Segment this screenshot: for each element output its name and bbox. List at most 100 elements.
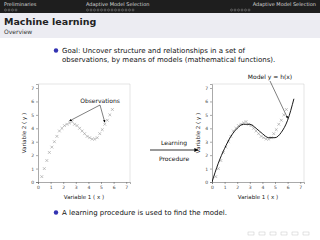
annotation-arrow	[70, 105, 100, 121]
nav-dot	[234, 9, 236, 11]
y-tick-mark	[36, 182, 38, 183]
y-tick-label: 0	[31, 180, 34, 185]
nav-dot	[87, 9, 89, 11]
y-tick-label: 3	[31, 140, 34, 145]
point	[83, 132, 86, 135]
x-tick-label: 0	[37, 185, 40, 190]
y-tick: 5	[205, 113, 212, 118]
y-tick-mark	[210, 142, 212, 143]
point	[265, 138, 268, 141]
nav-icon	[248, 232, 254, 235]
y-tick-mark	[36, 142, 38, 143]
arrow-label: Learning	[161, 139, 187, 147]
y-tick-label: 6	[205, 99, 208, 104]
y-tick-label: 7	[31, 86, 34, 91]
point	[56, 135, 59, 138]
frame	[212, 84, 304, 85]
point	[285, 108, 288, 111]
annotation-arrow	[270, 81, 288, 118]
y-tick-mark	[210, 128, 212, 129]
nav-dot	[238, 9, 240, 11]
nav-dot	[5, 9, 7, 11]
y-axis-line	[36, 85, 39, 183]
x-axis-title: Variable 1 ( x )	[64, 194, 104, 200]
x-axis: 01234567	[211, 182, 304, 190]
point	[108, 113, 111, 116]
x-tick-label: 1	[50, 185, 53, 190]
y-tick: 0	[31, 180, 38, 185]
point	[45, 159, 48, 162]
y-tick-label: 0	[205, 180, 208, 185]
point	[66, 123, 69, 126]
bullet-text: A learning procedure is used to find the…	[62, 209, 227, 217]
x-tick-mark	[76, 182, 77, 184]
x-tick: 7	[125, 182, 128, 190]
x-tick-label: 5	[274, 185, 277, 190]
point	[277, 123, 280, 126]
x-tick-label: 7	[125, 185, 128, 190]
nav-icon	[281, 232, 287, 235]
nav-dot	[132, 9, 134, 11]
x-axis-line	[39, 183, 131, 185]
y-tick-mark	[36, 88, 38, 89]
x-tick-label: 4	[87, 185, 90, 190]
point	[280, 119, 283, 122]
nav-dot	[248, 9, 250, 11]
y-tick-mark	[36, 128, 38, 129]
x-tick: 6	[287, 182, 290, 190]
nav-dot	[122, 9, 124, 11]
bullet	[54, 210, 58, 214]
y-axis-title: Variable 2 ( y )	[195, 113, 202, 153]
nav-dot	[241, 9, 243, 11]
y-tick: 0	[205, 180, 212, 185]
y-tick-mark	[210, 182, 212, 183]
header-text: Adaptive Model Selection	[253, 1, 316, 8]
annotation: Observations	[80, 97, 120, 104]
x-tick-mark	[225, 182, 226, 184]
bullet-text: observations, by means of models (mathem…	[62, 56, 275, 64]
point	[275, 128, 278, 131]
annotation: Model y = h(x)	[248, 73, 292, 81]
nav-dot	[108, 9, 110, 11]
y-tick-label: 6	[31, 99, 34, 104]
y-tick-label: 4	[205, 126, 208, 131]
x-tick: 0	[211, 182, 214, 190]
point	[260, 135, 263, 138]
slide-title: Machine learning	[4, 16, 96, 27]
point	[111, 108, 114, 111]
point	[282, 113, 285, 116]
x-tick: 4	[261, 182, 264, 190]
x-tick-mark	[237, 182, 238, 184]
y-tick-mark	[210, 169, 212, 170]
point	[245, 120, 248, 123]
y-axis-title: Variable 2 ( y )	[21, 113, 28, 153]
nav-dot	[97, 9, 99, 11]
x-tick: 1	[50, 182, 53, 190]
nav-dot	[125, 9, 127, 11]
nav-dot	[129, 9, 131, 11]
x-tick-label: 7	[299, 185, 302, 190]
point	[78, 127, 81, 130]
header-text: Preliminaries	[4, 1, 37, 7]
x-tick: 5	[274, 182, 277, 190]
point	[86, 135, 89, 138]
nav-dot	[231, 9, 233, 11]
y-axis: 01234567	[31, 85, 38, 185]
point	[71, 120, 74, 123]
nav-dot	[104, 9, 106, 11]
point	[217, 167, 220, 170]
x-tick-label: 2	[62, 185, 65, 190]
arrow-label: Procedure	[159, 155, 189, 162]
y-tick-label: 5	[31, 113, 34, 118]
y-tick: 2	[205, 153, 212, 158]
point	[53, 140, 56, 143]
annotation-arrow	[100, 105, 105, 122]
x-tick-mark	[63, 182, 64, 184]
plot-area	[40, 108, 113, 178]
y-tick-label: 1	[205, 167, 208, 172]
x-tick: 3	[75, 182, 78, 190]
point	[96, 136, 99, 139]
point	[214, 175, 217, 178]
x-tick-label: 2	[236, 185, 239, 190]
nav-dot	[245, 9, 247, 11]
